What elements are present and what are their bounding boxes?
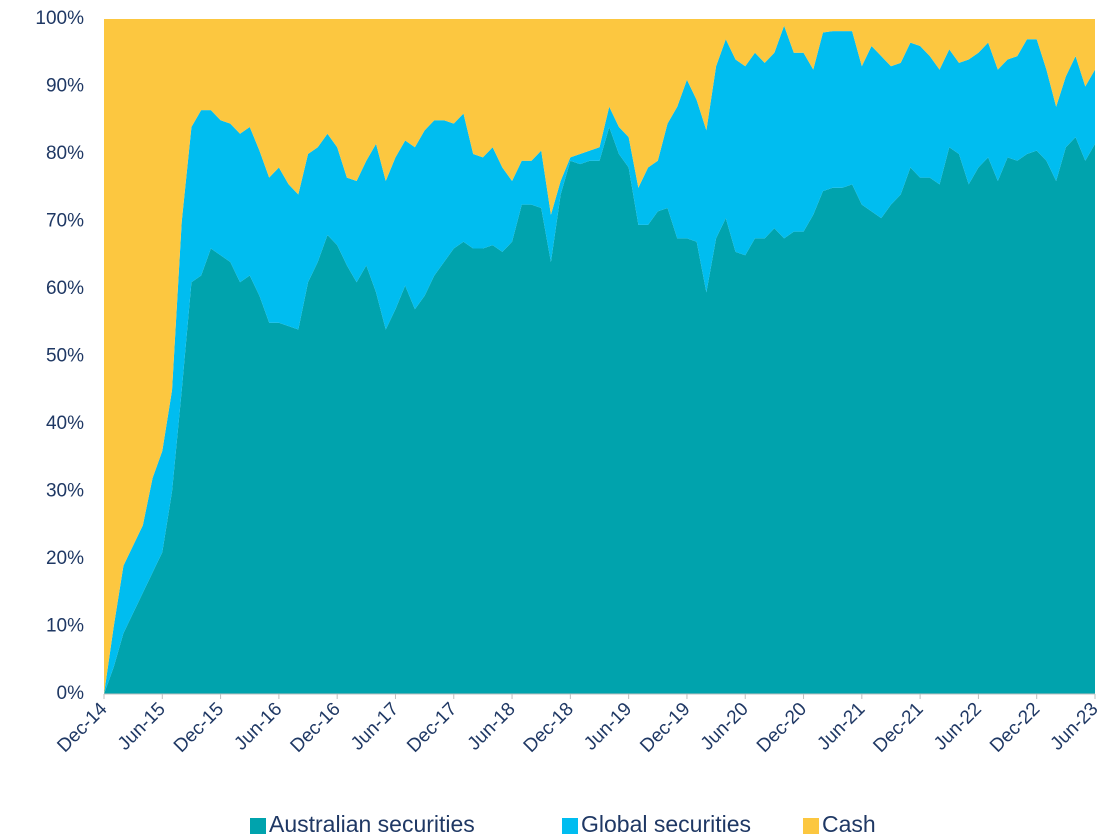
- x-tick-label: Dec-21: [869, 699, 927, 757]
- y-tick-label: 60%: [46, 278, 84, 299]
- legend-swatch: [250, 818, 266, 834]
- legend-label: Global securities: [581, 811, 751, 837]
- area: [104, 127, 1095, 694]
- legend-swatch: [562, 818, 578, 834]
- legend-label: Australian securities: [269, 811, 475, 837]
- x-tick-label: Dec-18: [520, 699, 578, 757]
- legend-swatch: [803, 818, 819, 834]
- y-tick-label: 20%: [46, 548, 84, 569]
- x-tick-label: Jun-21: [813, 699, 869, 755]
- y-tick-label: 10%: [46, 616, 84, 637]
- x-tick-label: Dec-15: [170, 699, 228, 757]
- x-tick-label: Jun-20: [697, 699, 753, 755]
- y-tick-label: 30%: [46, 481, 84, 502]
- x-tick-label: Jun-22: [930, 699, 986, 755]
- x-tick-label: Dec-22: [986, 699, 1044, 757]
- y-tick-label: 90%: [46, 76, 84, 97]
- x-tick-label: Jun-23: [1047, 699, 1103, 755]
- x-tick-label: Dec-17: [403, 699, 461, 757]
- x-tick-label: Dec-20: [753, 699, 811, 757]
- y-tick-label: 70%: [46, 211, 84, 232]
- x-tick-label: Dec-16: [287, 699, 345, 757]
- y-tick-label: 40%: [46, 413, 84, 434]
- y-tick-label: 0%: [57, 683, 85, 704]
- x-tick-label: Jun-19: [580, 699, 636, 755]
- y-tick-label: 80%: [46, 143, 84, 164]
- area: [104, 19, 1095, 694]
- legend-label: Cash: [822, 811, 876, 837]
- x-tick-label: Dec-14: [53, 698, 111, 756]
- area: [104, 25, 1095, 694]
- x-tick-label: Jun-18: [464, 699, 520, 755]
- y-tick-label: 100%: [35, 8, 84, 29]
- x-tick-label: Dec-19: [636, 699, 694, 757]
- x-tick-label: Jun-17: [347, 699, 403, 755]
- x-tick-label: Jun-16: [230, 699, 286, 755]
- y-tick-label: 50%: [46, 346, 84, 367]
- x-tick-label: Jun-15: [114, 699, 170, 755]
